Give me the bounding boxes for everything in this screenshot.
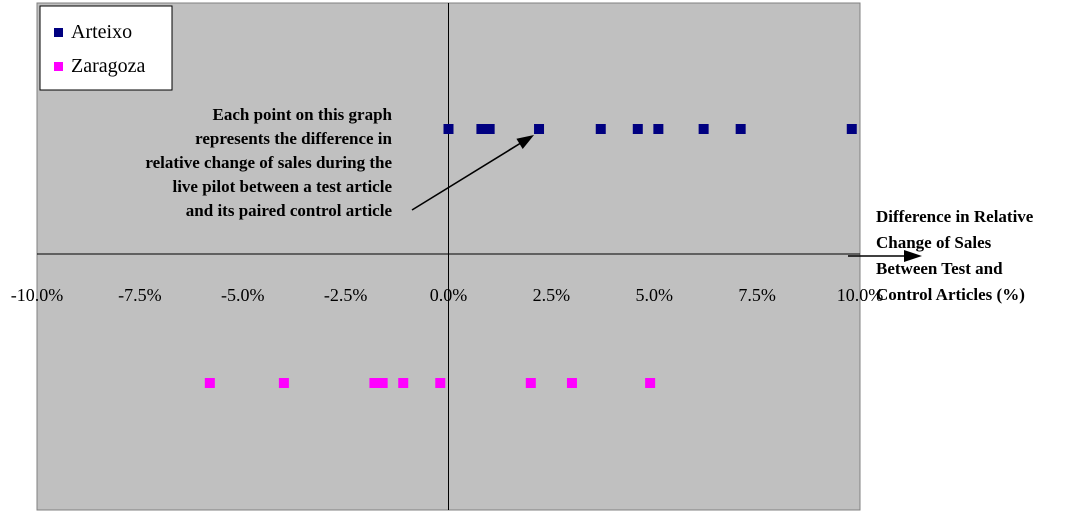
x-tick-labels: -10.0% -7.5% -5.0% -2.5% 0.0% 2.5% 5.0% 7.5% 10.…	[11, 285, 884, 305]
annotation-arrow-line	[411, 140, 525, 211]
x-tick-label: 0.0%	[430, 285, 468, 305]
x-tick-label: 5.0%	[636, 285, 674, 305]
x-tick-label: -7.5%	[118, 285, 162, 305]
point-zaragoza	[398, 378, 409, 388]
annotation: Each point on this graph represents the d…	[145, 105, 535, 220]
point-zaragoza	[566, 378, 577, 388]
annotation-line: represents the difference in	[195, 129, 392, 148]
x-axis-label-line: Change of Sales	[876, 233, 992, 252]
annotation-line: and its paired control article	[186, 201, 393, 220]
legend-marker-zaragoza	[54, 62, 63, 71]
point-zaragoza	[435, 378, 446, 388]
legend-box	[39, 5, 173, 91]
x-tick-label: -5.0%	[221, 285, 265, 305]
x-axis-arrow-head	[904, 250, 922, 262]
point-zaragoza	[278, 378, 289, 388]
point-arteixo	[653, 124, 664, 134]
legend-label-arteixo: Arteixo	[71, 21, 132, 43]
annotation-line: Each point on this graph	[213, 105, 393, 124]
x-tick-label: -10.0%	[11, 285, 64, 305]
point-zaragoza	[525, 378, 536, 388]
point-zaragoza	[369, 378, 380, 388]
x-axis-label: Difference in Relative Change of Sales Bet…	[848, 207, 1034, 304]
point-arteixo	[484, 124, 495, 134]
x-axis-label-line: Between Test and	[876, 259, 1003, 278]
legend-marker-arteixo	[54, 28, 63, 37]
point-arteixo	[476, 124, 487, 134]
point-zaragoza	[645, 378, 656, 388]
legend-label-zaragoza: Zaragoza	[71, 55, 146, 77]
x-axis-label-line: Control Articles (%)	[876, 285, 1025, 304]
point-arteixo	[534, 124, 545, 134]
x-tick-label: 7.5%	[738, 285, 776, 305]
point-arteixo	[698, 124, 709, 134]
data-points	[204, 124, 857, 388]
point-arteixo	[735, 124, 746, 134]
point-arteixo	[443, 124, 454, 134]
point-arteixo	[632, 124, 643, 134]
annotation-line: relative change of sales during the	[145, 153, 392, 172]
point-zaragoza	[377, 378, 388, 388]
annotation-line: live pilot between a test article	[172, 177, 392, 196]
point-arteixo	[595, 124, 606, 134]
point-arteixo	[846, 124, 857, 134]
point-zaragoza	[204, 378, 215, 388]
x-tick-label: -2.5%	[324, 285, 368, 305]
annotation-arrow-head	[516, 135, 535, 150]
x-tick-label: 10.0%	[837, 285, 884, 305]
x-axis-label-line: Difference in Relative	[876, 207, 1034, 226]
x-tick-label: 2.5%	[533, 285, 571, 305]
legend: Arteixo Zaragoza	[39, 5, 173, 91]
